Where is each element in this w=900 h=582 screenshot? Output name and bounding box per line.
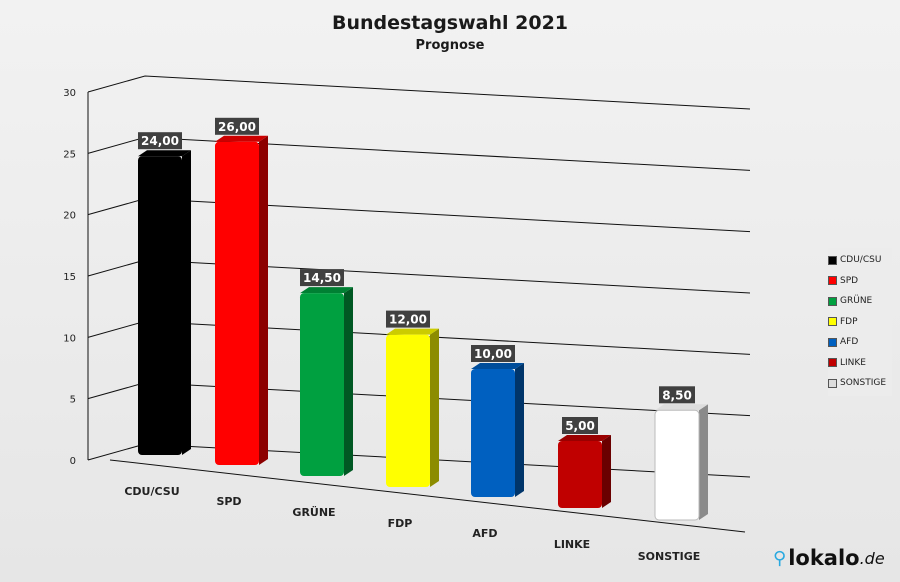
bar-side (602, 435, 611, 508)
bar-top (471, 363, 524, 369)
data-label: 24,00 (141, 134, 179, 148)
bar (558, 441, 602, 508)
bar-top (215, 135, 268, 142)
legend-item: SONSTIGE (828, 373, 892, 394)
gridline (87, 75, 751, 110)
legend-item: GRÜNE (828, 291, 892, 312)
x-category-label: FDP (388, 517, 413, 530)
bar (138, 156, 182, 455)
bar-top (386, 328, 439, 335)
x-category-label: SPD (216, 495, 241, 508)
legend-swatch (828, 378, 837, 388)
data-label: 8,50 (662, 388, 692, 402)
legend-label: FDP (840, 316, 858, 327)
bar-side (182, 150, 191, 455)
legend-swatch (828, 358, 837, 368)
legend-label: CDU/CSU (840, 255, 882, 266)
bar (215, 141, 259, 466)
legend-swatch (828, 255, 837, 265)
bar-side (344, 287, 353, 476)
legend-item: CDU/CSU (828, 250, 892, 271)
x-axis-floor (109, 459, 746, 533)
bar (654, 409, 700, 521)
legend-label: AFD (840, 337, 859, 348)
bar-side (515, 363, 524, 497)
data-label: 12,00 (389, 313, 427, 327)
y-tick-label: 15 (63, 272, 76, 283)
data-label: 10,00 (474, 347, 512, 361)
logo-name: lokalo (788, 546, 860, 570)
bar-top (655, 404, 708, 411)
bar (386, 334, 430, 487)
x-category-label: GRÜNE (292, 505, 335, 519)
data-label-box (659, 386, 695, 404)
map-pin-icon: ⚲ (773, 547, 787, 569)
chart-title: Bundestagswahl 2021 (331, 12, 569, 34)
bar-side (259, 135, 268, 466)
legend-swatch (828, 276, 837, 286)
y-tick-label: 5 (70, 395, 76, 406)
y-tick-label: 30 (63, 88, 76, 99)
y-tick-label: 20 (63, 211, 76, 222)
legend-swatch (828, 337, 837, 347)
data-label-box (215, 117, 259, 135)
legend-item: SPD (828, 271, 892, 292)
legend-label: SPD (840, 275, 859, 286)
data-label-box (300, 269, 344, 287)
legend-item: FDP (828, 312, 892, 333)
data-label: 5,00 (565, 419, 595, 433)
data-label-box (386, 310, 430, 328)
x-category-label: CDU/CSU (124, 485, 179, 498)
data-label-box (138, 132, 182, 150)
legend-item: LINKE (828, 353, 892, 374)
legend-item: AFD (828, 332, 892, 353)
y-tick-label: 0 (70, 456, 76, 467)
legend-label: SONSTIGE (840, 378, 887, 389)
x-category-label: LINKE (554, 538, 590, 551)
data-label-box (562, 417, 598, 434)
x-category-label: SONSTIGE (638, 550, 701, 563)
legend: CDU/CSU SPD GRÜNE FDP AFD LINKE SONSTIGE (828, 248, 892, 396)
logo: ⚲ lokalo .de (773, 546, 885, 570)
bar (300, 293, 344, 476)
chart-subtitle: Prognose (415, 38, 485, 53)
bar-side (699, 404, 708, 520)
logo-domain: .de (859, 548, 885, 568)
y-tick-label: 25 (63, 149, 76, 160)
bar (471, 369, 515, 497)
y-tick-label: 10 (63, 333, 76, 344)
x-category-label: AFD (472, 527, 497, 540)
legend-label: LINKE (840, 357, 866, 368)
bar-top (558, 435, 611, 441)
bar-top (300, 287, 353, 294)
legend-label: GRÜNE (840, 296, 873, 307)
data-label: 26,00 (218, 120, 256, 134)
bar-top (138, 150, 191, 157)
data-label: 14,50 (303, 271, 341, 285)
data-label-box (471, 345, 515, 362)
legend-swatch (828, 317, 837, 327)
bar-side (430, 328, 439, 487)
legend-swatch (828, 296, 837, 306)
